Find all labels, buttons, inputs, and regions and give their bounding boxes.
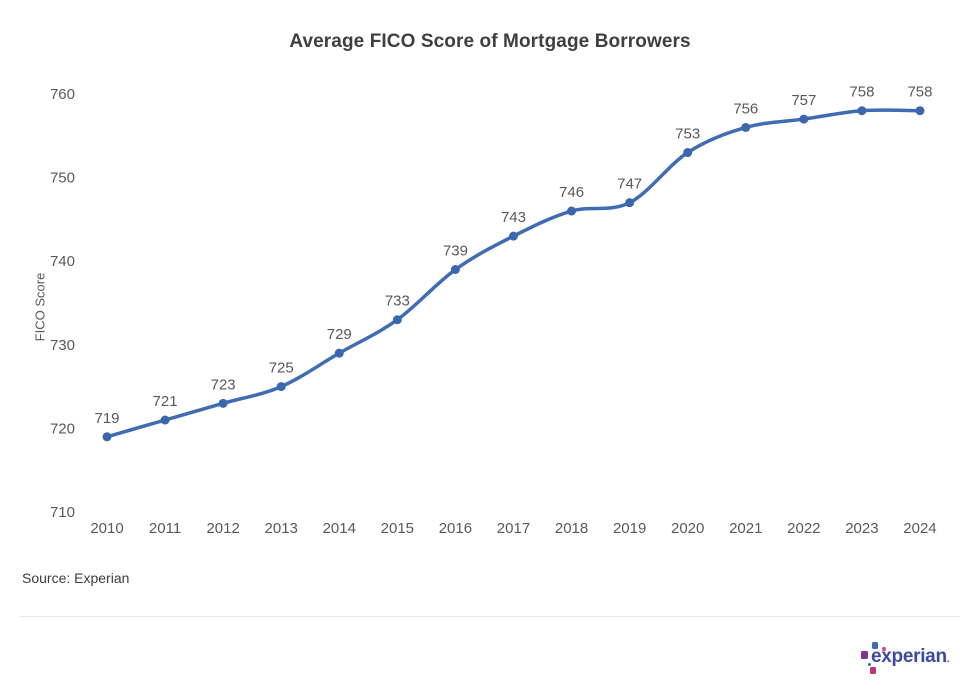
data-point-marker <box>276 382 286 392</box>
y-tick-label: 740 <box>50 253 75 270</box>
chart-title: Average FICO Score of Mortgage Borrowers <box>289 31 691 52</box>
data-point-marker <box>567 206 577 216</box>
line-chart-svg: 710 720 730 740 750 760 2010 2011 2012 2013 2014 20… <box>50 84 937 537</box>
x-tick-label: 2013 <box>265 520 298 537</box>
data-point-marker <box>102 432 112 442</box>
x-tick-label: 2020 <box>671 520 704 537</box>
experian-logo: experian. <box>858 636 968 682</box>
data-point-marker <box>508 231 518 241</box>
logo-trademark-dot: . <box>946 654 950 665</box>
data-point-label: 733 <box>385 293 410 310</box>
data-point-marker <box>334 348 344 358</box>
data-point-marker <box>160 415 170 425</box>
data-point-marker <box>625 198 635 208</box>
x-tick-label: 2015 <box>381 520 414 537</box>
logo-square-purple-icon <box>861 651 868 659</box>
x-tick-label: 2019 <box>613 520 646 537</box>
y-tick-label: 750 <box>50 170 75 187</box>
data-point-marker <box>218 398 228 408</box>
source-note: Source: Experian <box>22 570 130 586</box>
x-tick-label: 2022 <box>787 520 820 537</box>
x-tick-label: 2010 <box>90 520 123 537</box>
data-point-label: 723 <box>211 376 236 393</box>
data-point-label: 758 <box>849 84 874 101</box>
data-point-label: 743 <box>501 209 526 226</box>
data-point-marker <box>450 265 460 275</box>
data-point-label: 758 <box>907 84 932 101</box>
data-point-label: 753 <box>675 126 700 143</box>
data-point-label: 757 <box>791 92 816 109</box>
experian-wordmark: experian. <box>871 646 950 667</box>
logo-square-magenta-icon <box>870 667 876 674</box>
footer-divider <box>20 616 960 617</box>
data-point-label: 739 <box>443 243 468 260</box>
data-point-label: 719 <box>94 410 119 427</box>
data-point-marker <box>392 315 402 325</box>
data-point-label: 721 <box>153 393 178 410</box>
logo-square-blue-icon <box>872 642 878 649</box>
x-tick-label: 2023 <box>845 520 878 537</box>
x-tick-label: 2018 <box>555 520 588 537</box>
data-point-label: 729 <box>327 326 352 343</box>
x-tick-label: 2016 <box>439 520 472 537</box>
x-tick-label: 2011 <box>149 520 181 537</box>
x-tick-label: 2024 <box>903 520 936 537</box>
data-point-label: 747 <box>617 176 642 193</box>
logo-square-blue-small-icon <box>868 663 871 666</box>
data-point-marker <box>915 106 925 116</box>
data-point-marker <box>857 106 867 116</box>
data-point-marker <box>799 114 809 124</box>
data-point-label: 746 <box>559 184 584 201</box>
y-tick-label: 710 <box>50 504 75 521</box>
data-point-label: 725 <box>269 360 294 377</box>
x-tick-label: 2021 <box>729 520 762 537</box>
x-tick-label: 2017 <box>497 520 530 537</box>
y-tick-label: 730 <box>50 337 75 354</box>
chart-area: 710 720 730 740 750 760 2010 2011 2012 2013 2014 20… <box>50 84 937 537</box>
data-point-marker <box>683 148 693 158</box>
y-tick-label: 720 <box>50 420 75 437</box>
logo-square-pink-icon <box>882 647 886 651</box>
x-tick-label: 2014 <box>323 520 356 537</box>
data-point-label: 756 <box>733 100 758 117</box>
x-tick-label: 2012 <box>206 520 239 537</box>
y-axis-title: FICO Score <box>32 272 48 342</box>
y-tick-label: 760 <box>50 86 75 103</box>
data-point-marker <box>741 122 751 132</box>
